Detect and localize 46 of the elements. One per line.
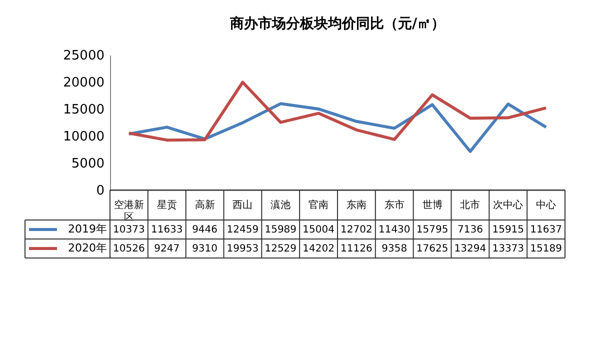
data-label: 9446 xyxy=(192,224,218,236)
line-series xyxy=(127,80,548,142)
y-tick-label: 10000 xyxy=(63,130,104,144)
data-label: 11637 xyxy=(530,224,562,236)
data-label: 12529 xyxy=(264,244,297,254)
y-tick-label: 5000 xyxy=(71,156,104,172)
data-label: 9310 xyxy=(192,244,218,254)
y-tick-label: 15000 xyxy=(63,102,104,118)
y-tick-label: 0 xyxy=(96,184,104,198)
data-label: 9247 xyxy=(154,244,180,254)
data-label: 14202 xyxy=(302,244,334,254)
legend-label: 2019年 xyxy=(68,222,107,236)
data-label: 15004 xyxy=(302,224,334,236)
x-tick-label: 高新 xyxy=(194,199,215,211)
x-tick-label: 西山 xyxy=(232,199,253,211)
x-tick-label: 官南 xyxy=(308,199,329,211)
x-tick-label: 东南 xyxy=(346,199,366,211)
data-label: 10373 xyxy=(113,224,145,236)
data-label: 12459 xyxy=(226,224,259,236)
data-label: 10526 xyxy=(113,244,145,254)
data-label: 15189 xyxy=(530,244,562,254)
data-label: 9358 xyxy=(382,244,408,254)
chart-title: 商办市场分板块均价同比（元/㎡） xyxy=(228,15,446,32)
data-label: 13294 xyxy=(454,244,486,254)
data-label: 15795 xyxy=(416,224,448,236)
x-tick-label: 次中心 xyxy=(493,199,524,211)
x-tick-label: 世博 xyxy=(422,199,442,211)
data-label: 7136 xyxy=(457,224,483,236)
x-tick-label: 星贡 xyxy=(156,200,177,211)
x-tick-label: 东市 xyxy=(384,199,404,211)
x-tick-label: 北市 xyxy=(460,199,480,211)
y-tick-label: 20000 xyxy=(63,76,104,90)
data-label: 17625 xyxy=(416,244,448,254)
data-label: 11430 xyxy=(378,224,410,236)
data-label: 11126 xyxy=(340,244,372,254)
line-series xyxy=(127,102,548,153)
data-label: 19953 xyxy=(226,244,259,254)
y-tick-label: 25000 xyxy=(63,48,104,64)
legend-label: 2020年 xyxy=(68,242,107,254)
x-tick-label: 中心 xyxy=(536,199,556,211)
data-label: 13373 xyxy=(492,244,524,254)
x-tick-label: 滇池 xyxy=(270,199,291,211)
data-label: 15915 xyxy=(492,224,524,236)
data-label: 15989 xyxy=(264,224,297,236)
data-label: 12702 xyxy=(340,224,372,236)
data-label: 11633 xyxy=(150,224,183,236)
